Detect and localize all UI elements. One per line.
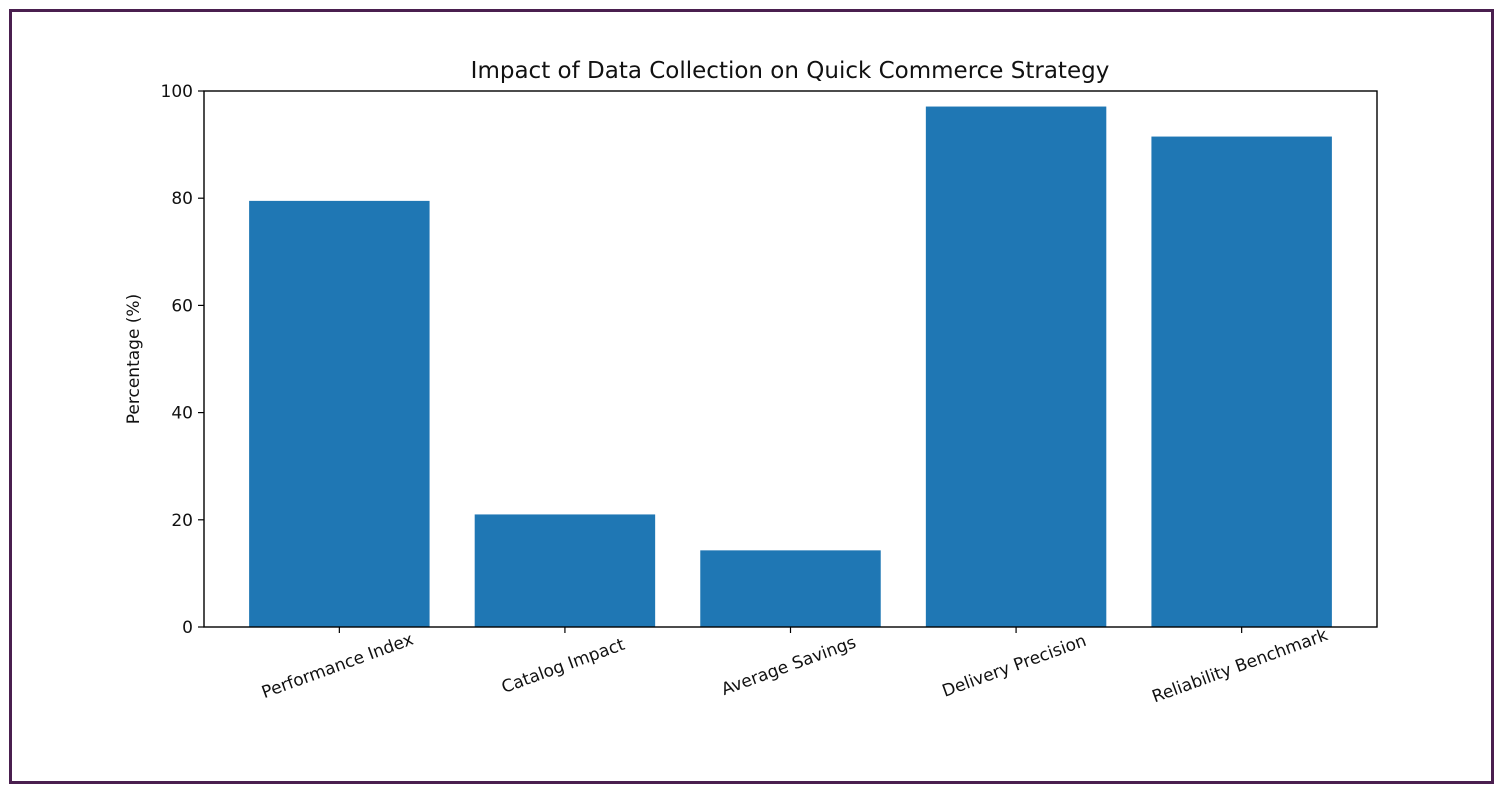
y-tick-label: 20 — [171, 511, 193, 531]
bar-reliability-benchmark — [1151, 136, 1332, 627]
bar-catalog-impact — [474, 514, 656, 627]
x-tick-label: Catalog Impact — [499, 635, 628, 698]
chart-title: Impact of Data Collection on Quick Comme… — [471, 58, 1110, 84]
x-tick-label: Delivery Precision — [940, 631, 1090, 702]
x-tick-label: Average Savings — [719, 633, 859, 700]
plot-area-border — [203, 90, 1378, 628]
y-tick-label: 80 — [171, 189, 193, 209]
y-axis-label: Percentage (%) — [124, 294, 144, 424]
bar-average-savings — [700, 550, 881, 627]
x-tick-label: Reliability Benchmark — [1149, 625, 1330, 707]
y-tick-label: 0 — [182, 618, 193, 638]
y-tick-label: 40 — [171, 404, 193, 424]
y-tick-label: 100 — [161, 82, 193, 102]
x-tick-label: Performance Index — [259, 630, 416, 703]
bars-layer — [249, 106, 1332, 627]
bar-performance-index — [249, 200, 430, 627]
bar-delivery-precision — [925, 106, 1107, 627]
y-tick-label: 60 — [171, 296, 193, 316]
